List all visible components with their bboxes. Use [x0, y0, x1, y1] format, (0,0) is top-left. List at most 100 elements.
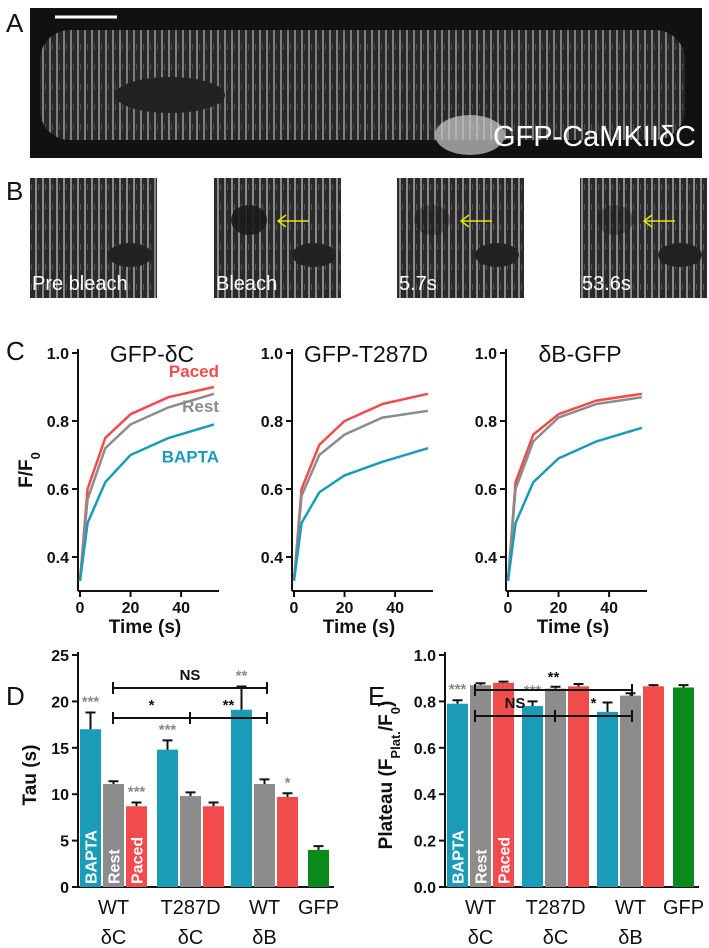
y-axis-label-part: F/F: [16, 459, 37, 488]
y-axis-label-part: Plat.: [388, 731, 403, 758]
y-tick-label: 0.2: [414, 834, 436, 851]
y-axis-label: F/F0: [16, 452, 43, 488]
bar: [254, 783, 275, 887]
y-tick-label: 0.8: [261, 414, 283, 431]
significance: ***: [449, 681, 467, 698]
significance: ***: [82, 694, 100, 711]
bar-label: BAPTA: [84, 830, 101, 884]
x-tick-label: 0: [290, 600, 299, 617]
nucleus: [658, 243, 702, 267]
x-tick-label: GFP: [298, 897, 339, 919]
error-bar: [108, 780, 119, 784]
chart-title: GFP-δC: [110, 341, 194, 367]
y-axis-label-part: 0: [28, 452, 43, 459]
series-label: Paced: [169, 362, 219, 381]
error-bar: [282, 792, 293, 797]
panel-label: D: [6, 681, 25, 711]
bar: [597, 711, 618, 887]
y-axis-label: Tau (s): [20, 745, 41, 806]
comparison-label: *: [591, 695, 597, 712]
y-tick-label: 1.0: [475, 346, 497, 363]
x-tick-label: δC: [101, 927, 127, 948]
comparison-label: *: [149, 697, 155, 714]
x-tick-label: T287D: [160, 897, 220, 919]
bar: [180, 796, 201, 887]
error-bar: [475, 682, 486, 686]
y-tick-label: 1.0: [414, 648, 436, 665]
panel-label: A: [6, 8, 24, 38]
bar: [643, 686, 664, 887]
x-tick-label: 20: [550, 600, 568, 617]
error-bar: [550, 685, 561, 689]
x-tick-label: GFP: [663, 897, 704, 919]
x-tick-label: 20: [122, 600, 140, 617]
bar: [447, 703, 468, 887]
x-tick-label: δB: [618, 927, 642, 948]
nucleus: [108, 243, 152, 267]
x-tick-label: 0: [76, 600, 85, 617]
y-axis-label-part: Plateau (F: [376, 759, 397, 850]
error-bar: [162, 739, 173, 750]
x-tick-label: WT: [465, 897, 496, 919]
bar: [231, 709, 252, 887]
bleach-spot: [597, 205, 633, 235]
error-bar: [313, 845, 324, 850]
frame-image: [214, 178, 341, 298]
bar-label: Paced: [497, 837, 514, 884]
x-axis-label: Time (s): [109, 617, 182, 638]
curve: [292, 392, 429, 581]
y-tick-label: 15: [51, 741, 69, 758]
y-tick-label: 0.6: [414, 741, 436, 758]
y-tick-label: 0.4: [414, 787, 436, 804]
y-tick-label: 0.4: [47, 550, 69, 567]
panel-label: B: [6, 176, 23, 206]
bleach-spot: [231, 205, 267, 235]
y-axis-label-part: 0: [388, 707, 403, 714]
curve: [506, 395, 643, 581]
x-tick-label: δC: [178, 927, 204, 948]
x-tick-label: 40: [600, 600, 618, 617]
bar: [103, 783, 124, 887]
nucleus: [475, 243, 519, 267]
x-tick-label: T287D: [525, 897, 585, 919]
bleach-spot: [414, 205, 450, 235]
comparison-label: NS: [180, 667, 201, 684]
frame-label: 5.7s: [399, 273, 437, 295]
y-axis-label-part: Tau (s): [20, 745, 41, 806]
bar-label: Paced: [130, 837, 147, 884]
curve: [78, 423, 215, 581]
cell-image: [40, 30, 685, 140]
bar-label: Rest: [107, 849, 124, 884]
bracket: [554, 710, 633, 722]
curve: [292, 447, 429, 581]
nucleus: [115, 77, 225, 113]
y-tick-label: 0.6: [475, 482, 497, 499]
x-tick-label: 40: [386, 600, 404, 617]
y-tick-label: 1.0: [47, 346, 69, 363]
bar: [203, 806, 224, 887]
bar: [522, 706, 543, 887]
bar: [470, 685, 491, 887]
x-tick-label: 20: [336, 600, 354, 617]
nucleus: [292, 243, 336, 267]
bracket: [112, 682, 268, 694]
curve: [78, 392, 215, 581]
bar: [157, 749, 178, 887]
y-tick-label: 0.0: [414, 880, 436, 897]
bar: [568, 686, 589, 887]
x-tick-label: δB: [252, 927, 276, 948]
bar: [673, 687, 694, 887]
y-tick-label: 20: [51, 694, 69, 711]
error-bar: [208, 801, 219, 807]
error-bar: [573, 683, 584, 687]
y-tick-label: 1.0: [261, 346, 283, 363]
curve: [506, 426, 643, 581]
series-label: Rest: [182, 397, 219, 416]
bar: [308, 849, 329, 887]
error-bar: [678, 684, 689, 688]
arrow-head: [459, 214, 470, 228]
error-bar: [498, 680, 509, 683]
significance: ***: [159, 721, 177, 738]
bar: [126, 806, 147, 887]
